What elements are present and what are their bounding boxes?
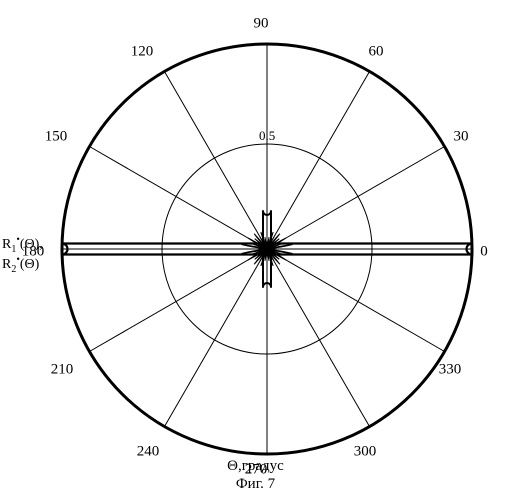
y-axis-label-line2: R2•(Θ) — [2, 257, 39, 272]
x-axis-label: Θ,градус — [227, 458, 284, 474]
angle-label-210: 210 — [51, 362, 74, 379]
angle-label-90: 90 — [254, 16, 269, 33]
angle-label-120: 120 — [131, 44, 154, 61]
angle-label-330: 330 — [439, 362, 462, 379]
figure-caption: Фиг. 7 — [236, 476, 275, 492]
angle-label-150: 150 — [45, 129, 68, 146]
angle-label-60: 60 — [369, 44, 384, 61]
inner-radius-tick-label: 0.5 — [259, 128, 275, 143]
polar-chart-svg: 0.5 — [0, 0, 511, 500]
angle-label-0: 0 — [480, 244, 488, 261]
captions: Θ,градус Фиг. 7 — [0, 457, 511, 495]
y-axis-label: R1•(Θ), R2•(Θ) — [2, 234, 43, 275]
chart-container: 0.5 0306090120150180210240270300330 R1•(… — [0, 0, 511, 500]
y-axis-label-line1: R1•(Θ), — [2, 237, 43, 252]
angle-label-30: 30 — [454, 129, 469, 146]
